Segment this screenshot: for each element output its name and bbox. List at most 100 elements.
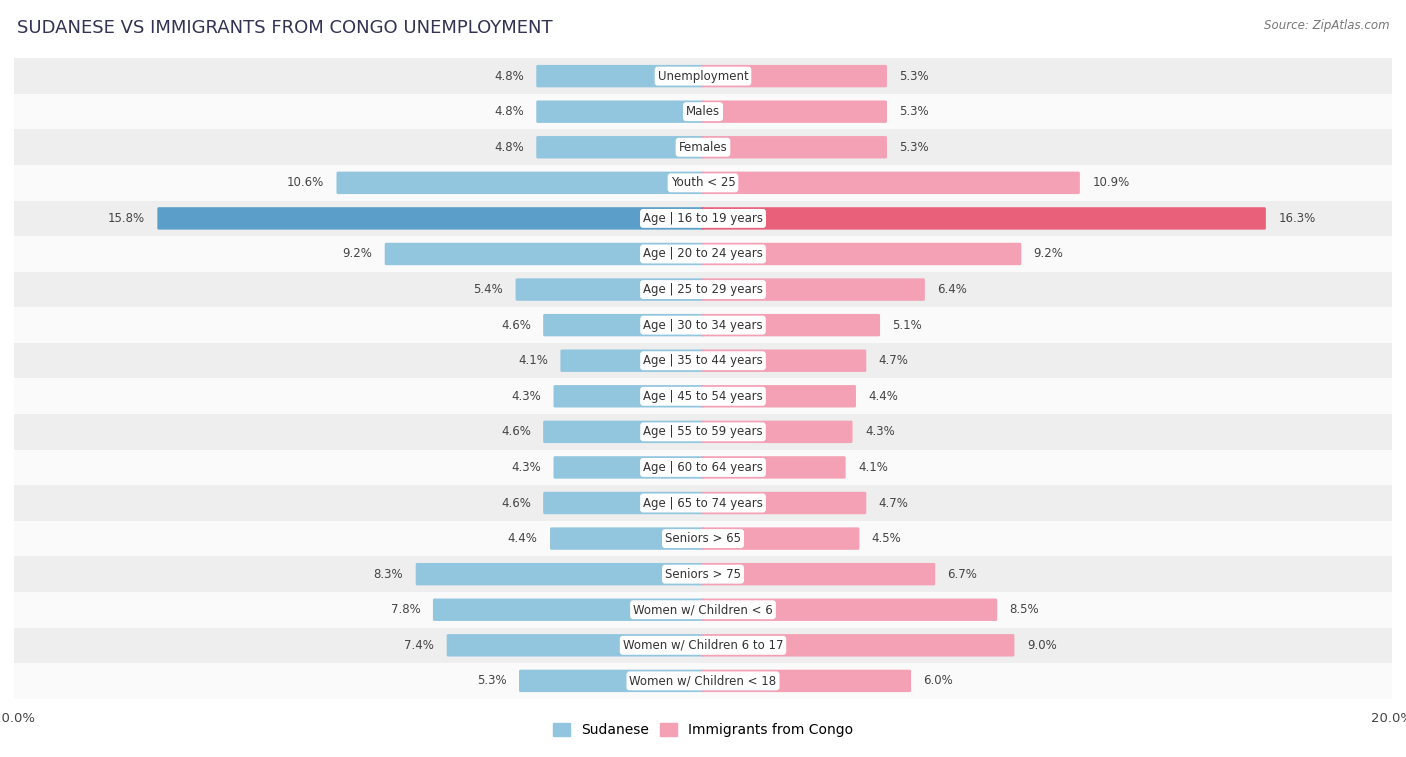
Bar bbox=[14, 201, 1392, 236]
FancyBboxPatch shape bbox=[543, 421, 704, 443]
Bar bbox=[14, 521, 1392, 556]
FancyBboxPatch shape bbox=[702, 599, 997, 621]
Text: Unemployment: Unemployment bbox=[658, 70, 748, 83]
FancyBboxPatch shape bbox=[336, 172, 704, 194]
Text: 8.3%: 8.3% bbox=[374, 568, 404, 581]
Bar bbox=[14, 592, 1392, 628]
Bar bbox=[14, 129, 1392, 165]
Text: Youth < 25: Youth < 25 bbox=[671, 176, 735, 189]
Text: 6.4%: 6.4% bbox=[938, 283, 967, 296]
FancyBboxPatch shape bbox=[536, 65, 704, 87]
Text: 4.3%: 4.3% bbox=[512, 461, 541, 474]
FancyBboxPatch shape bbox=[702, 314, 880, 336]
FancyBboxPatch shape bbox=[536, 101, 704, 123]
Text: 15.8%: 15.8% bbox=[108, 212, 145, 225]
FancyBboxPatch shape bbox=[702, 670, 911, 692]
Text: Age | 55 to 59 years: Age | 55 to 59 years bbox=[643, 425, 763, 438]
FancyBboxPatch shape bbox=[516, 279, 704, 301]
FancyBboxPatch shape bbox=[416, 563, 704, 585]
Bar bbox=[14, 236, 1392, 272]
Text: 5.3%: 5.3% bbox=[900, 141, 929, 154]
Text: 5.3%: 5.3% bbox=[477, 674, 506, 687]
Text: 5.1%: 5.1% bbox=[893, 319, 922, 332]
Text: 4.8%: 4.8% bbox=[494, 141, 524, 154]
Text: Age | 35 to 44 years: Age | 35 to 44 years bbox=[643, 354, 763, 367]
Text: 9.2%: 9.2% bbox=[343, 248, 373, 260]
Text: 4.3%: 4.3% bbox=[865, 425, 894, 438]
FancyBboxPatch shape bbox=[702, 350, 866, 372]
Text: Age | 60 to 64 years: Age | 60 to 64 years bbox=[643, 461, 763, 474]
Text: Source: ZipAtlas.com: Source: ZipAtlas.com bbox=[1264, 19, 1389, 32]
FancyBboxPatch shape bbox=[433, 599, 704, 621]
Text: Women w/ Children < 6: Women w/ Children < 6 bbox=[633, 603, 773, 616]
FancyBboxPatch shape bbox=[702, 243, 1021, 265]
Text: 5.3%: 5.3% bbox=[900, 70, 929, 83]
FancyBboxPatch shape bbox=[702, 136, 887, 158]
Text: 9.0%: 9.0% bbox=[1026, 639, 1056, 652]
Text: Age | 45 to 54 years: Age | 45 to 54 years bbox=[643, 390, 763, 403]
Bar bbox=[14, 343, 1392, 378]
Bar bbox=[14, 556, 1392, 592]
FancyBboxPatch shape bbox=[702, 492, 866, 514]
Bar bbox=[14, 94, 1392, 129]
Text: 4.7%: 4.7% bbox=[879, 497, 908, 509]
Bar bbox=[14, 414, 1392, 450]
FancyBboxPatch shape bbox=[554, 456, 704, 478]
Bar bbox=[14, 663, 1392, 699]
Text: 4.4%: 4.4% bbox=[869, 390, 898, 403]
Text: Age | 20 to 24 years: Age | 20 to 24 years bbox=[643, 248, 763, 260]
Text: 6.7%: 6.7% bbox=[948, 568, 977, 581]
Text: 4.8%: 4.8% bbox=[494, 70, 524, 83]
FancyBboxPatch shape bbox=[702, 456, 845, 478]
Text: 4.6%: 4.6% bbox=[501, 497, 531, 509]
Bar bbox=[14, 165, 1392, 201]
Text: Seniors > 75: Seniors > 75 bbox=[665, 568, 741, 581]
Text: SUDANESE VS IMMIGRANTS FROM CONGO UNEMPLOYMENT: SUDANESE VS IMMIGRANTS FROM CONGO UNEMPL… bbox=[17, 19, 553, 37]
FancyBboxPatch shape bbox=[702, 65, 887, 87]
Text: 4.3%: 4.3% bbox=[512, 390, 541, 403]
FancyBboxPatch shape bbox=[554, 385, 704, 407]
Bar bbox=[14, 378, 1392, 414]
Text: Age | 65 to 74 years: Age | 65 to 74 years bbox=[643, 497, 763, 509]
Text: 4.1%: 4.1% bbox=[858, 461, 887, 474]
FancyBboxPatch shape bbox=[702, 634, 1014, 656]
FancyBboxPatch shape bbox=[536, 136, 704, 158]
Text: 4.7%: 4.7% bbox=[879, 354, 908, 367]
Text: 10.9%: 10.9% bbox=[1092, 176, 1129, 189]
Text: Age | 30 to 34 years: Age | 30 to 34 years bbox=[643, 319, 763, 332]
FancyBboxPatch shape bbox=[702, 421, 852, 443]
FancyBboxPatch shape bbox=[543, 492, 704, 514]
Text: Age | 16 to 19 years: Age | 16 to 19 years bbox=[643, 212, 763, 225]
FancyBboxPatch shape bbox=[702, 279, 925, 301]
Bar bbox=[14, 628, 1392, 663]
Bar bbox=[14, 58, 1392, 94]
FancyBboxPatch shape bbox=[550, 528, 704, 550]
Text: 4.6%: 4.6% bbox=[501, 319, 531, 332]
FancyBboxPatch shape bbox=[702, 528, 859, 550]
Legend: Sudanese, Immigrants from Congo: Sudanese, Immigrants from Congo bbox=[547, 718, 859, 743]
Text: 4.5%: 4.5% bbox=[872, 532, 901, 545]
Text: 7.8%: 7.8% bbox=[391, 603, 420, 616]
Bar bbox=[14, 272, 1392, 307]
Text: 4.8%: 4.8% bbox=[494, 105, 524, 118]
Text: Seniors > 65: Seniors > 65 bbox=[665, 532, 741, 545]
Text: 16.3%: 16.3% bbox=[1278, 212, 1316, 225]
Text: 4.1%: 4.1% bbox=[519, 354, 548, 367]
Text: 6.0%: 6.0% bbox=[924, 674, 953, 687]
FancyBboxPatch shape bbox=[385, 243, 704, 265]
Text: 5.3%: 5.3% bbox=[900, 105, 929, 118]
FancyBboxPatch shape bbox=[702, 385, 856, 407]
Bar bbox=[14, 450, 1392, 485]
Text: 4.6%: 4.6% bbox=[501, 425, 531, 438]
Text: 5.4%: 5.4% bbox=[474, 283, 503, 296]
FancyBboxPatch shape bbox=[702, 563, 935, 585]
FancyBboxPatch shape bbox=[447, 634, 704, 656]
FancyBboxPatch shape bbox=[157, 207, 704, 229]
Text: 7.4%: 7.4% bbox=[405, 639, 434, 652]
Text: 10.6%: 10.6% bbox=[287, 176, 323, 189]
Text: Age | 25 to 29 years: Age | 25 to 29 years bbox=[643, 283, 763, 296]
Text: 4.4%: 4.4% bbox=[508, 532, 537, 545]
Text: 8.5%: 8.5% bbox=[1010, 603, 1039, 616]
Text: Females: Females bbox=[679, 141, 727, 154]
Bar bbox=[14, 307, 1392, 343]
